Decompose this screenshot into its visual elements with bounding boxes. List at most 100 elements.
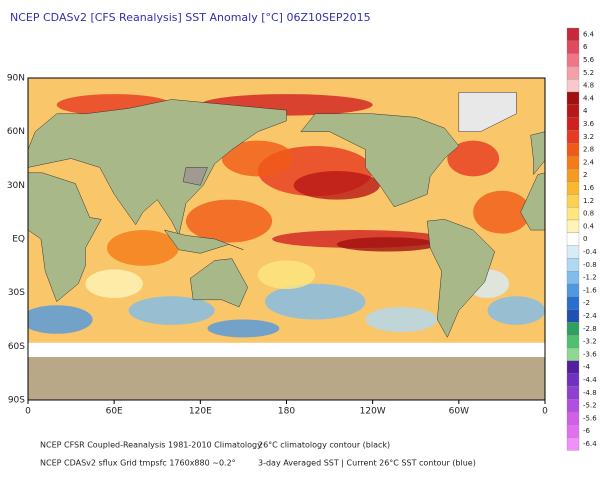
lon-label: 60W [449, 407, 469, 417]
land [190, 258, 249, 308]
colorbar-label: 4.8 [583, 82, 594, 90]
anomaly [487, 296, 545, 325]
colorbar-label: 3.6 [583, 120, 595, 128]
land [182, 167, 208, 186]
colorbar-swatch [566, 53, 580, 67]
colorbar-label: 5.6 [583, 56, 595, 64]
colorbar-swatch [566, 27, 580, 41]
footer-text: 3-day Averaged SST | Current 26°C SST co… [258, 459, 476, 468]
colorbar-label: 1.2 [583, 197, 594, 205]
colorbar-swatch [566, 283, 580, 297]
colorbar-swatch [566, 424, 580, 438]
colorbar-label: -2.8 [583, 325, 597, 333]
lon-label: 60E [106, 407, 123, 417]
colorbar-label: -5.6 [583, 414, 597, 422]
colorbar-swatch [566, 271, 580, 285]
colorbar-label: 2.4 [583, 158, 595, 166]
lon-label: 120E [189, 407, 212, 417]
colorbar-label: 6.4 [583, 30, 595, 38]
colorbar-swatch [566, 347, 580, 361]
colorbar-label: 4.4 [583, 94, 595, 102]
colorbar-swatch [566, 143, 580, 157]
anomaly [473, 190, 531, 234]
lon-label: 0 [25, 407, 31, 417]
colorbar-swatch [566, 181, 580, 195]
lat-label: 90S [8, 396, 25, 406]
lat-label: 30S [8, 288, 25, 298]
anomaly [128, 296, 215, 325]
colorbar-label: -0.4 [583, 248, 597, 256]
colorbar-label: -5.2 [583, 402, 597, 410]
map [28, 78, 545, 400]
anomaly [207, 319, 280, 338]
land [530, 131, 545, 176]
colorbar-swatch [566, 373, 580, 387]
land [426, 219, 496, 338]
footer-text: NCEP CDASv2 sflux Grid tmpsfc 1760x880 ~… [40, 459, 236, 468]
colorbar-swatch [566, 79, 580, 93]
footer-text: NCEP CFSR Coupled-Reanalysis 1981-2010 C… [40, 441, 262, 450]
land [28, 172, 102, 303]
colorbar-swatch [566, 194, 580, 208]
anomaly [447, 140, 500, 177]
colorbar-swatch [566, 40, 580, 54]
colorbar-swatch [566, 207, 580, 221]
land [163, 229, 244, 254]
colorbar-swatch [566, 91, 580, 105]
lat-label: 60S [8, 342, 25, 352]
sea-ice [28, 342, 545, 358]
colorbar-label: 3.2 [583, 133, 594, 141]
colorbar-label: 5.2 [583, 69, 594, 77]
lat-label: 60N [7, 127, 25, 137]
anomaly [257, 260, 316, 290]
colorbar-label: -2.4 [583, 312, 597, 320]
footer-text: 26°C climatology contour (black) [258, 441, 390, 450]
colorbar-label: -3.2 [583, 338, 597, 346]
colorbar-swatch [566, 258, 580, 272]
land [458, 92, 517, 132]
colorbar-swatch [566, 155, 580, 169]
colorbar-label: -6 [583, 427, 591, 435]
anomaly [106, 230, 179, 266]
lon-label: 180 [278, 407, 295, 417]
anomaly [28, 305, 93, 334]
colorbar-swatch [566, 66, 580, 80]
colorbar-swatch [566, 309, 580, 323]
colorbar-label: -3.6 [583, 350, 597, 358]
lat-label: EQ [12, 235, 25, 245]
lon-label: 0 [542, 407, 548, 417]
colorbar-swatch [566, 245, 580, 259]
lat-label: 90N [7, 74, 25, 84]
land [300, 113, 460, 208]
colorbar-label: 0 [583, 235, 587, 243]
colorbar-label: 2 [583, 171, 587, 179]
anomaly [185, 199, 273, 243]
colorbar-label: -0.8 [583, 261, 597, 269]
anomaly [264, 283, 366, 320]
colorbar-label: 6 [583, 43, 588, 51]
land [520, 172, 545, 231]
lat-label: 30N [7, 181, 25, 191]
colorbar-swatch [566, 360, 580, 374]
colorbar-swatch [566, 219, 580, 233]
colorbar-swatch [566, 168, 580, 182]
colorbar-swatch [566, 411, 580, 425]
land [28, 99, 287, 237]
colorbar-label: 4 [583, 107, 588, 115]
colorbar-label: -2 [583, 299, 590, 307]
colorbar-label: -4.4 [583, 376, 597, 384]
anomaly [365, 306, 438, 333]
colorbar-swatch [566, 386, 580, 400]
colorbar-swatch [566, 335, 580, 349]
anomaly [293, 171, 380, 200]
anomaly [221, 140, 294, 177]
colorbar-swatch [566, 399, 580, 413]
lon-label: 120W [360, 407, 386, 417]
colorbar-swatch [566, 437, 580, 451]
colorbar-label: -1.6 [583, 286, 597, 294]
colorbar-label: -4 [583, 363, 591, 371]
colorbar-label: -1.2 [583, 274, 597, 282]
colorbar-label: -6.4 [583, 440, 597, 448]
colorbar-swatch [566, 104, 580, 118]
